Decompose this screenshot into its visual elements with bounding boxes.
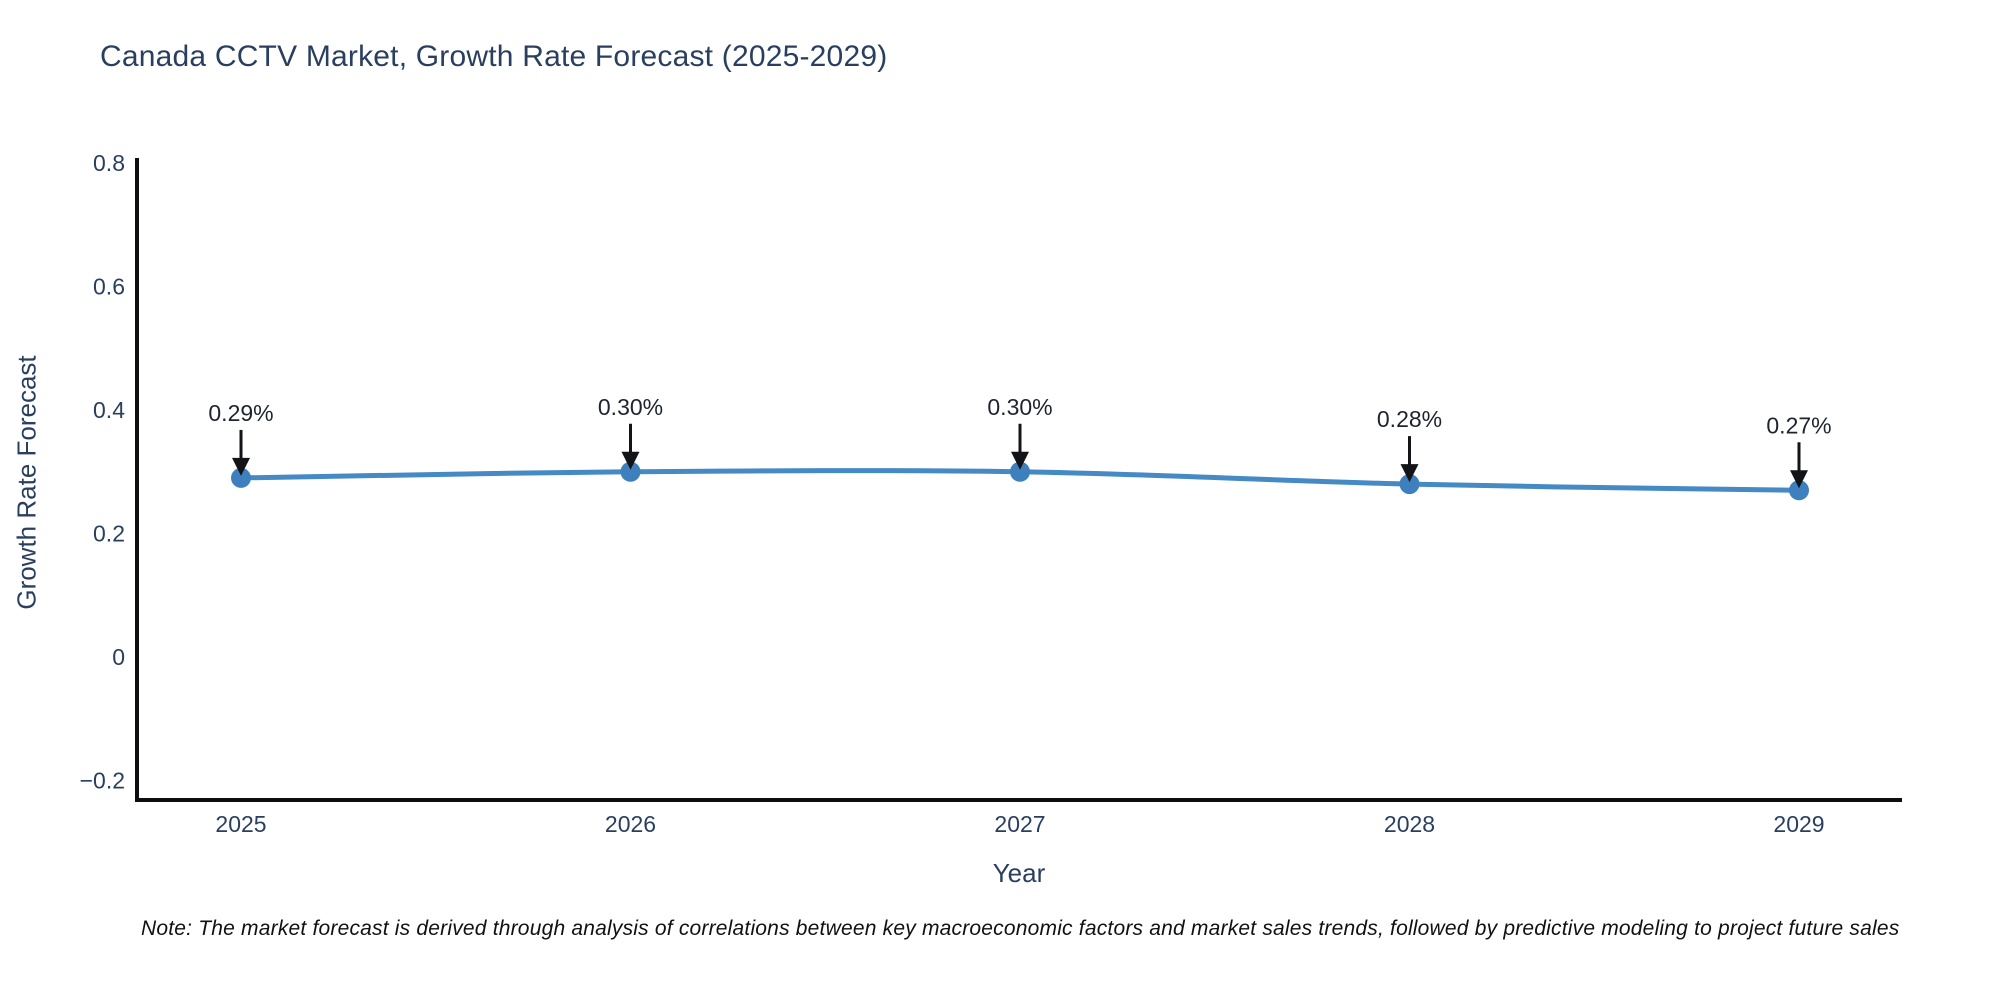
y-tick-label: 0 bbox=[112, 644, 125, 670]
x-tick-label: 2029 bbox=[1773, 811, 1824, 837]
annotation-arrowhead-icon bbox=[1790, 470, 1808, 489]
chart-title: Canada CCTV Market, Growth Rate Forecast… bbox=[100, 40, 888, 73]
annotation-arrowhead-icon bbox=[621, 451, 640, 470]
y-tick-label: 0.4 bbox=[93, 397, 125, 423]
point-annotation-label: 0.29% bbox=[208, 400, 273, 426]
y-axis-title: Growth Rate Forecast bbox=[11, 355, 42, 610]
y-tick-label: −0.2 bbox=[80, 768, 125, 794]
point-annotation-label: 0.28% bbox=[1377, 406, 1442, 432]
x-axis-title: Year bbox=[992, 858, 1046, 888]
annotation-arrowhead-icon bbox=[1400, 464, 1419, 483]
point-annotation-label: 0.30% bbox=[598, 394, 663, 420]
annotation-arrowhead-icon bbox=[232, 457, 250, 476]
x-tick-label: 2026 bbox=[605, 811, 656, 837]
data-point-marker bbox=[231, 467, 251, 488]
x-tick-label: 2025 bbox=[215, 811, 266, 837]
data-point-marker bbox=[1399, 474, 1420, 495]
point-annotation-label: 0.30% bbox=[987, 394, 1052, 420]
y-tick-label: 0.8 bbox=[93, 150, 125, 176]
data-point-marker bbox=[620, 461, 641, 482]
data-point-marker bbox=[1789, 480, 1809, 501]
y-tick-label: 0.2 bbox=[93, 521, 125, 547]
point-annotation-label: 0.27% bbox=[1766, 412, 1831, 438]
data-point-marker bbox=[1010, 461, 1030, 482]
annotation-arrowhead-icon bbox=[1011, 451, 1029, 470]
x-tick-label: 2028 bbox=[1384, 811, 1435, 837]
x-tick-label: 2027 bbox=[994, 811, 1045, 837]
y-tick-label: 0.6 bbox=[93, 274, 125, 300]
footnote: Note: The market forecast is derived thr… bbox=[141, 917, 1900, 940]
